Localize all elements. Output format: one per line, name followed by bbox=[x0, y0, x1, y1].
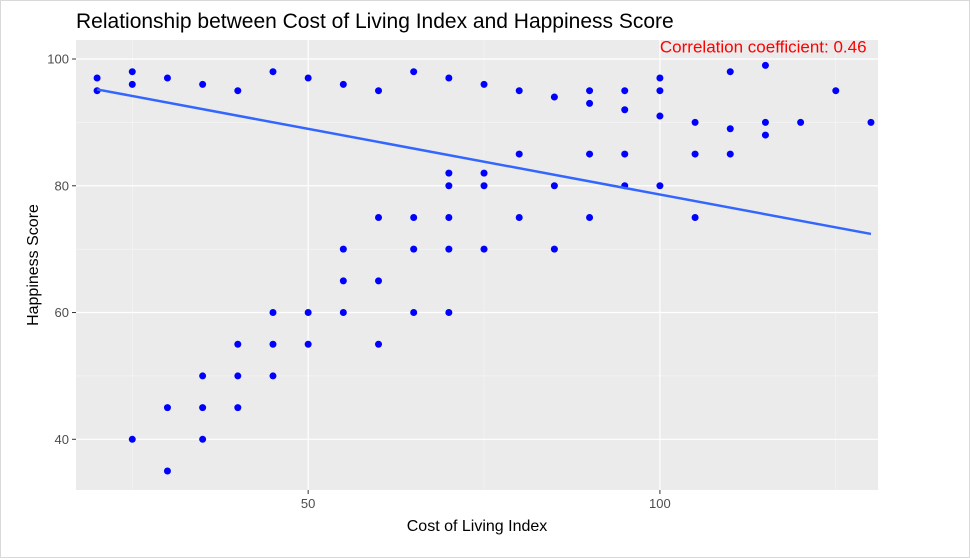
data-point bbox=[550, 93, 558, 101]
data-point bbox=[691, 150, 699, 158]
data-point bbox=[656, 182, 664, 190]
data-point bbox=[691, 213, 699, 221]
data-point bbox=[339, 277, 347, 285]
data-point bbox=[656, 74, 664, 82]
data-point bbox=[163, 467, 171, 475]
y-axis-ticks: 40 60 80 100 bbox=[47, 52, 76, 447]
data-point bbox=[128, 435, 136, 443]
data-point bbox=[621, 87, 629, 95]
y-axis-title: Happiness Score bbox=[25, 204, 42, 326]
data-point bbox=[867, 118, 875, 126]
data-point bbox=[234, 372, 242, 380]
data-point bbox=[656, 87, 664, 95]
data-point bbox=[480, 245, 488, 253]
data-point bbox=[761, 118, 769, 126]
data-point bbox=[410, 213, 418, 221]
data-point bbox=[480, 169, 488, 177]
data-point bbox=[761, 61, 769, 69]
data-point bbox=[726, 150, 734, 158]
y-tick-label: 80 bbox=[55, 178, 69, 193]
data-point bbox=[586, 150, 594, 158]
data-point bbox=[339, 245, 347, 253]
data-point bbox=[163, 74, 171, 82]
data-point bbox=[480, 80, 488, 88]
x-axis-ticks: 50 100 bbox=[301, 490, 671, 511]
x-axis-title: Cost of Living Index bbox=[407, 518, 548, 535]
data-point bbox=[445, 309, 453, 317]
data-point bbox=[269, 340, 277, 348]
data-point bbox=[515, 213, 523, 221]
data-point bbox=[234, 404, 242, 412]
x-tick-label: 100 bbox=[649, 496, 671, 511]
data-point bbox=[410, 245, 418, 253]
data-point bbox=[550, 182, 558, 190]
x-tick-label: 50 bbox=[301, 496, 315, 511]
data-point bbox=[304, 309, 312, 317]
data-point bbox=[550, 245, 558, 253]
correlation-annotation: Correlation coefficient: 0.46 bbox=[660, 38, 867, 57]
data-point bbox=[375, 87, 383, 95]
data-point bbox=[199, 435, 207, 443]
data-point bbox=[726, 125, 734, 133]
plot-panel bbox=[76, 40, 878, 490]
data-point bbox=[199, 80, 207, 88]
data-point bbox=[375, 340, 383, 348]
data-point bbox=[199, 404, 207, 412]
y-tick-label: 100 bbox=[47, 52, 69, 67]
data-point bbox=[304, 340, 312, 348]
data-point bbox=[93, 74, 101, 82]
data-point bbox=[199, 372, 207, 380]
data-point bbox=[621, 106, 629, 114]
data-point bbox=[128, 68, 136, 76]
data-point bbox=[128, 80, 136, 88]
data-point bbox=[832, 87, 840, 95]
data-point bbox=[375, 277, 383, 285]
data-point bbox=[761, 131, 769, 139]
data-point bbox=[269, 309, 277, 317]
data-point bbox=[515, 87, 523, 95]
data-point bbox=[234, 87, 242, 95]
data-point bbox=[269, 68, 277, 76]
data-point bbox=[445, 182, 453, 190]
data-point bbox=[480, 182, 488, 190]
data-point bbox=[586, 87, 594, 95]
data-point bbox=[339, 80, 347, 88]
data-point bbox=[445, 245, 453, 253]
data-point bbox=[691, 118, 699, 126]
data-point bbox=[726, 68, 734, 76]
data-point bbox=[515, 150, 523, 158]
data-point bbox=[234, 340, 242, 348]
data-point bbox=[445, 74, 453, 82]
grid-minor bbox=[76, 40, 878, 490]
y-tick-label: 40 bbox=[55, 432, 69, 447]
data-point bbox=[586, 213, 594, 221]
data-point bbox=[375, 213, 383, 221]
data-point bbox=[410, 309, 418, 317]
data-point bbox=[797, 118, 805, 126]
data-point bbox=[445, 213, 453, 221]
data-point bbox=[445, 169, 453, 177]
trend-line bbox=[96, 88, 872, 236]
data-point bbox=[586, 99, 594, 107]
data-point bbox=[269, 372, 277, 380]
data-point bbox=[410, 68, 418, 76]
data-point bbox=[339, 309, 347, 317]
data-point bbox=[656, 112, 664, 120]
y-tick-label: 60 bbox=[55, 305, 69, 320]
data-point bbox=[163, 404, 171, 412]
chart-title: Relationship between Cost of Living Inde… bbox=[76, 10, 674, 33]
data-point bbox=[304, 74, 312, 82]
data-point bbox=[621, 150, 629, 158]
data-points bbox=[93, 61, 875, 475]
